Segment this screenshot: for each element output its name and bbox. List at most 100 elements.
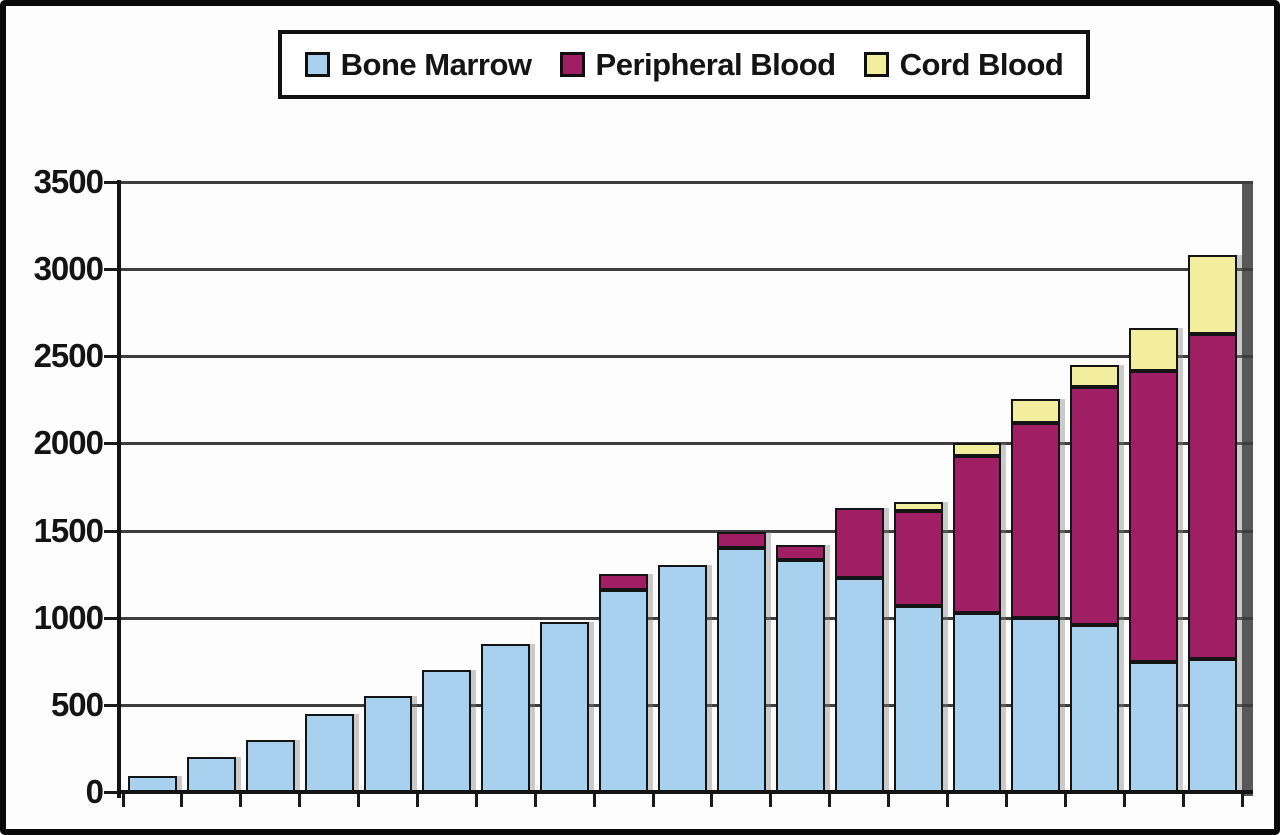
bar-segment-peripheral-blood bbox=[1011, 422, 1061, 618]
bar bbox=[716, 532, 766, 792]
bar-segment-bone-marrow bbox=[893, 606, 943, 792]
y-axis-tick bbox=[104, 616, 117, 620]
x-axis-tick bbox=[415, 794, 419, 807]
bar bbox=[363, 696, 413, 792]
bar-segment-cord-blood bbox=[1011, 399, 1061, 423]
bar-segment-bone-marrow bbox=[1070, 624, 1120, 792]
x-axis-tick bbox=[533, 794, 537, 807]
bar-segment-bone-marrow bbox=[952, 612, 1002, 792]
x-axis-tick bbox=[1240, 794, 1244, 807]
bar-segment-cord-blood bbox=[893, 501, 943, 512]
y-tick-label: 3000 bbox=[33, 250, 104, 288]
x-axis-tick bbox=[946, 794, 950, 807]
y-tick-label: 1000 bbox=[33, 598, 104, 636]
legend-label: Bone Marrow bbox=[340, 47, 532, 82]
legend-label: Cord Blood bbox=[899, 47, 1064, 82]
legend-item: Bone Marrow bbox=[304, 47, 532, 82]
bar-segment-bone-marrow bbox=[658, 565, 707, 792]
bar bbox=[1011, 399, 1061, 792]
bar-segment-bone-marrow bbox=[186, 757, 236, 792]
bar bbox=[599, 574, 649, 792]
bar-segment-peripheral-blood bbox=[1070, 386, 1120, 625]
legend-swatch-cord-blood bbox=[863, 52, 889, 77]
bar-segment-peripheral-blood bbox=[834, 507, 884, 578]
bar bbox=[1070, 365, 1120, 792]
x-axis-tick bbox=[828, 794, 832, 807]
x-axis-tick bbox=[474, 794, 478, 807]
bar-segment-peripheral-blood bbox=[1129, 371, 1179, 663]
x-axis-tick bbox=[651, 794, 655, 807]
y-axis bbox=[117, 180, 121, 798]
legend-item: Peripheral Blood bbox=[559, 47, 837, 82]
x-axis-tick bbox=[1063, 794, 1067, 807]
y-axis-tick bbox=[104, 355, 117, 359]
x-axis-tick bbox=[298, 794, 302, 807]
legend: Bone Marrow Peripheral Blood Cord Blood bbox=[278, 30, 1090, 99]
legend-item: Cord Blood bbox=[863, 47, 1064, 82]
x-axis-tick bbox=[1122, 794, 1126, 807]
bar bbox=[245, 739, 295, 792]
y-tick-label: 0 bbox=[85, 773, 104, 810]
bar-segment-bone-marrow bbox=[775, 560, 825, 792]
bar bbox=[775, 545, 825, 792]
bar-segment-peripheral-blood bbox=[599, 574, 649, 590]
bar-segment-cord-blood bbox=[1129, 328, 1179, 372]
y-axis-tick bbox=[104, 181, 117, 184]
y-tick-label: 2000 bbox=[33, 424, 104, 462]
bar-segment-cord-blood bbox=[1070, 365, 1120, 387]
bar bbox=[834, 507, 884, 792]
legend-label: Peripheral Blood bbox=[595, 47, 837, 82]
gridline bbox=[121, 529, 1253, 533]
y-axis-tick bbox=[104, 703, 117, 707]
bar-segment-peripheral-blood bbox=[1188, 333, 1237, 659]
gridline bbox=[121, 268, 1253, 272]
y-axis-tick bbox=[104, 442, 117, 446]
x-axis-tick bbox=[121, 794, 125, 807]
x-axis bbox=[117, 790, 1253, 794]
bar-segment-bone-marrow bbox=[1129, 662, 1179, 792]
bar bbox=[1188, 255, 1237, 792]
y-tick-label: 1500 bbox=[33, 511, 104, 549]
bar-segment-peripheral-blood bbox=[952, 455, 1002, 613]
bar bbox=[658, 565, 707, 792]
bar-segment-bone-marrow bbox=[304, 713, 354, 792]
bar bbox=[952, 443, 1002, 792]
plot-right-border bbox=[1242, 182, 1253, 796]
x-axis-tick bbox=[357, 794, 361, 807]
x-axis-tick bbox=[1181, 794, 1185, 807]
bar bbox=[186, 757, 236, 792]
x-axis-tick bbox=[1004, 794, 1008, 807]
bar bbox=[422, 670, 472, 792]
bar bbox=[481, 643, 531, 792]
bar bbox=[304, 713, 354, 792]
legend-swatch-peripheral-blood bbox=[559, 52, 585, 77]
gridline bbox=[121, 355, 1253, 359]
x-axis-tick bbox=[592, 794, 596, 807]
legend-swatch-bone-marrow bbox=[304, 52, 330, 77]
y-tick-label: 3500 bbox=[33, 163, 104, 200]
bar-segment-bone-marrow bbox=[363, 696, 413, 792]
bar-segment-bone-marrow bbox=[834, 577, 884, 792]
bar-segment-bone-marrow bbox=[422, 670, 472, 792]
bar-segment-peripheral-blood bbox=[716, 532, 766, 548]
y-axis-tick bbox=[104, 529, 117, 533]
bar-segment-peripheral-blood bbox=[775, 545, 825, 561]
bar-segment-bone-marrow bbox=[540, 622, 590, 792]
bar-segment-cord-blood bbox=[952, 443, 1002, 456]
x-axis-tick bbox=[239, 794, 243, 807]
x-axis-tick bbox=[887, 794, 891, 807]
bar bbox=[540, 622, 590, 792]
bar-segment-bone-marrow bbox=[245, 739, 295, 792]
gridline bbox=[121, 442, 1253, 446]
x-axis-tick bbox=[769, 794, 773, 807]
bar-segment-bone-marrow bbox=[481, 643, 531, 792]
y-axis-tick bbox=[104, 791, 117, 794]
bar-segment-bone-marrow bbox=[599, 589, 649, 792]
y-axis-tick bbox=[104, 268, 117, 272]
bar-segment-bone-marrow bbox=[1188, 658, 1237, 792]
x-axis-tick bbox=[180, 794, 184, 807]
bar bbox=[893, 501, 943, 792]
bar bbox=[1129, 328, 1179, 792]
